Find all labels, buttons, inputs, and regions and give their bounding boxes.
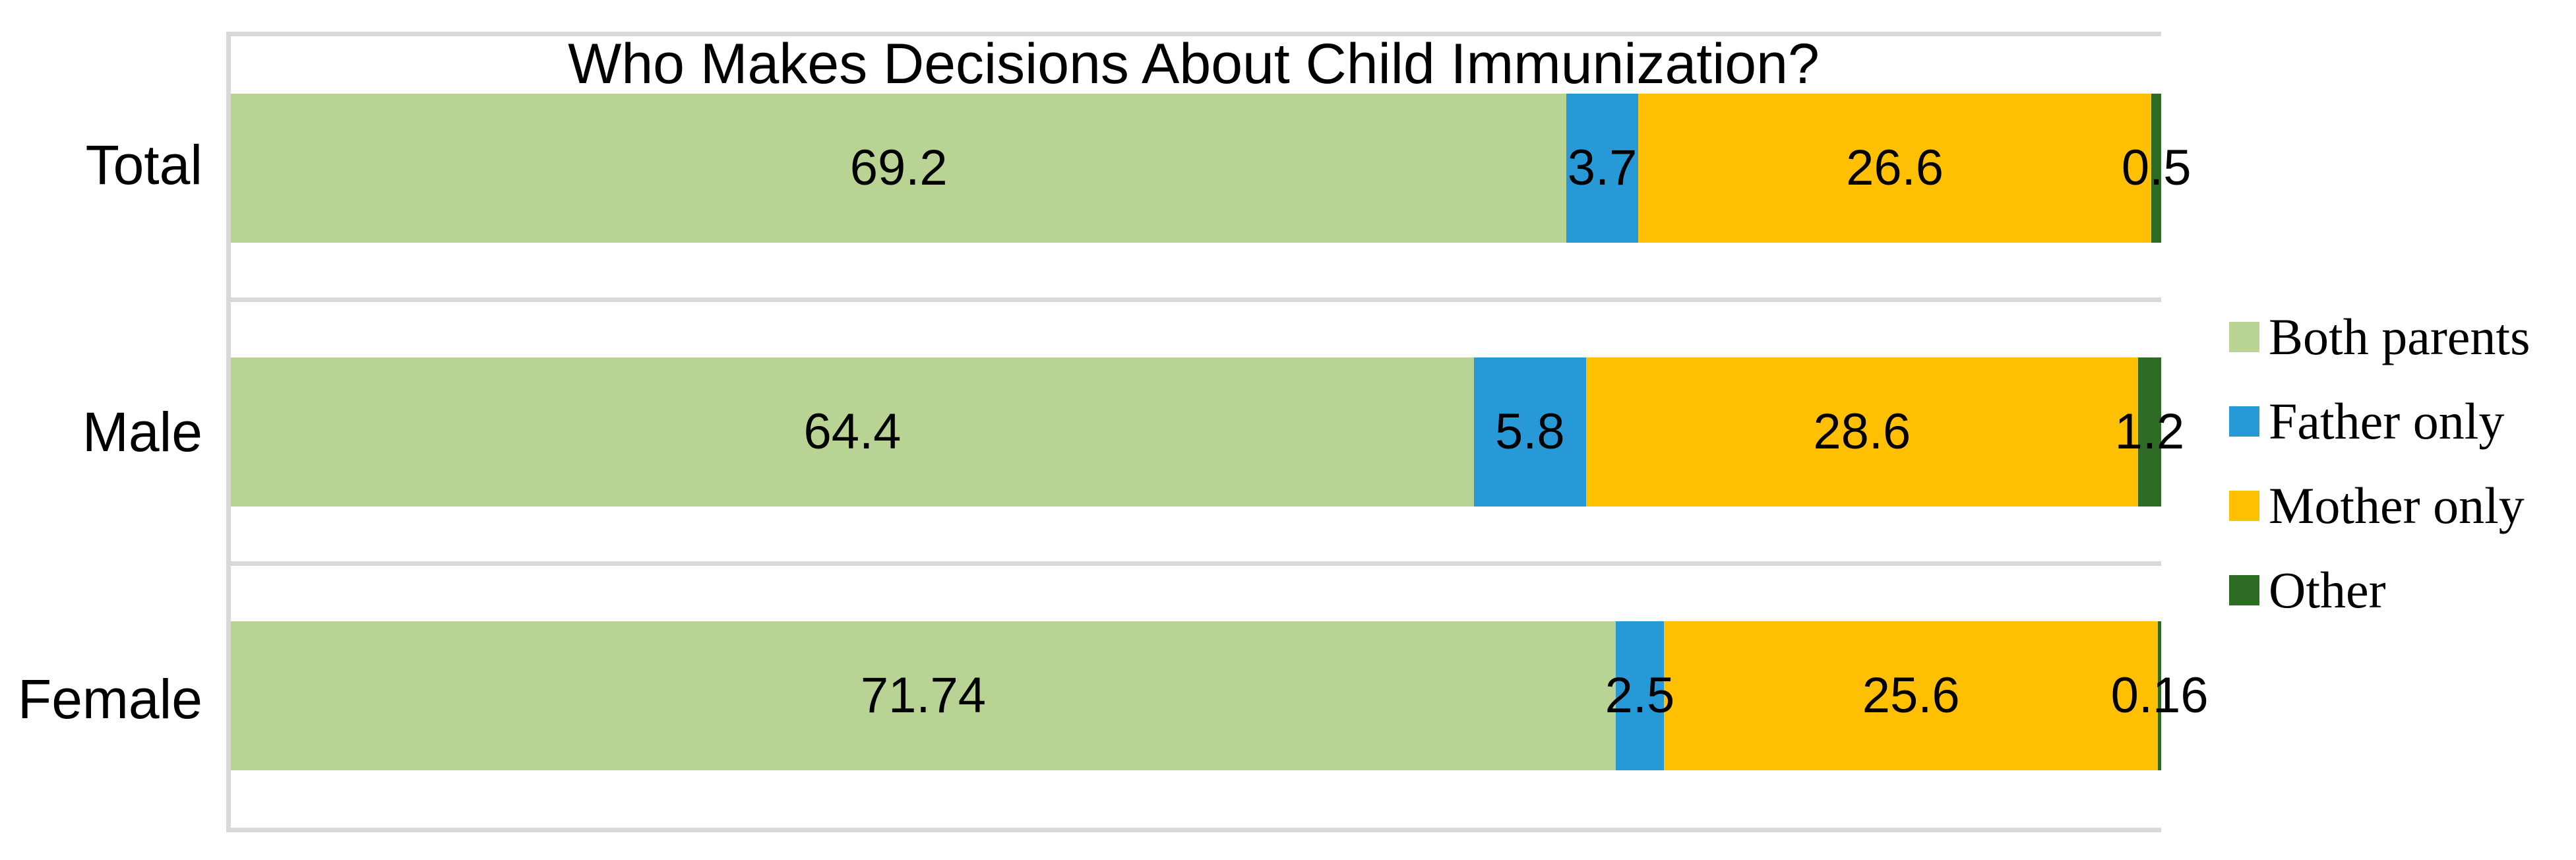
bar-segment-both-parents: 71.74 — [231, 621, 1616, 771]
data-label: 0.16 — [2110, 667, 2209, 723]
data-label: 71.74 — [860, 667, 986, 723]
data-label: 64.4 — [803, 403, 902, 460]
plot-area: 69.2 3.7 26.6 0.5 64.4 5.8 28.6 1.2 71.74 2.5 25.6… — [226, 32, 2209, 832]
stacked-bar-male: 64.4 5.8 28.6 1.2 — [231, 357, 2184, 507]
bar-segment-mother-only: 26.6 — [1638, 93, 2152, 243]
bar-rows: 69.2 3.7 26.6 0.5 64.4 5.8 28.6 1.2 71.74 2.5 25.6… — [231, 36, 2209, 828]
data-label: 28.6 — [1813, 403, 1911, 460]
bar-segment-other: 0.16 — [2111, 621, 2209, 771]
legend: Both parents Father only Mother only Other — [2229, 311, 2530, 616]
chart-title: Who Makes Decisions About Child Immuniza… — [568, 32, 1820, 96]
legend-swatch-other — [2229, 575, 2259, 605]
bar-segment-mother-only: 28.6 — [1585, 357, 2138, 507]
category-label-total: Total — [85, 134, 202, 197]
bar-segment-other: 1.2 — [2115, 357, 2184, 507]
legend-swatch-mother-only — [2229, 491, 2259, 521]
legend-label: Mother only — [2269, 477, 2525, 534]
category-label-female: Female — [17, 667, 202, 730]
bar-segment-both-parents: 64.4 — [231, 357, 1474, 507]
legend-swatch-both-parents — [2229, 322, 2259, 352]
bar-row-total: 69.2 3.7 26.6 0.5 — [231, 36, 2191, 300]
category-label-male: Male — [82, 401, 202, 463]
legend-swatch-father-only — [2229, 406, 2259, 437]
legend-label: Father only — [2269, 392, 2505, 450]
bar-segment-father-only: 2.5 — [1605, 621, 1674, 771]
data-label: 0.5 — [2121, 139, 2192, 196]
data-label: 2.5 — [1605, 667, 1675, 723]
legend-label: Other — [2269, 561, 2386, 619]
bar-segment-both-parents: 69.2 — [231, 93, 1567, 243]
category-separator-line — [231, 297, 2161, 302]
category-separator-line — [231, 561, 2161, 566]
legend-item-father-only: Father only — [2229, 396, 2530, 447]
data-label: 3.7 — [1567, 139, 1638, 196]
data-label: 1.2 — [2114, 403, 2185, 460]
legend-label: Both parents — [2269, 308, 2530, 365]
legend-item-other: Other — [2229, 565, 2530, 616]
bar-row-male: 64.4 5.8 28.6 1.2 — [231, 300, 2184, 564]
bar-segment-other: 0.5 — [2122, 93, 2191, 243]
category-axis: Total Male Female — [0, 32, 205, 832]
legend-item-mother-only: Mother only — [2229, 480, 2530, 532]
bar-row-female: 71.74 2.5 25.6 0.16 — [231, 564, 2209, 828]
data-label: 69.2 — [849, 139, 948, 196]
stacked-bar-total: 69.2 3.7 26.6 0.5 — [231, 93, 2191, 243]
bar-segment-mother-only: 25.6 — [1664, 621, 2159, 771]
legend-item-both-parents: Both parents — [2229, 311, 2530, 363]
bar-segment-father-only: 3.7 — [1566, 93, 1638, 243]
stacked-bar-female: 71.74 2.5 25.6 0.16 — [231, 621, 2209, 771]
data-label: 25.6 — [1862, 667, 1960, 723]
data-label: 5.8 — [1495, 403, 1565, 460]
data-label: 26.6 — [1846, 139, 1944, 196]
bar-segment-father-only: 5.8 — [1473, 357, 1586, 507]
